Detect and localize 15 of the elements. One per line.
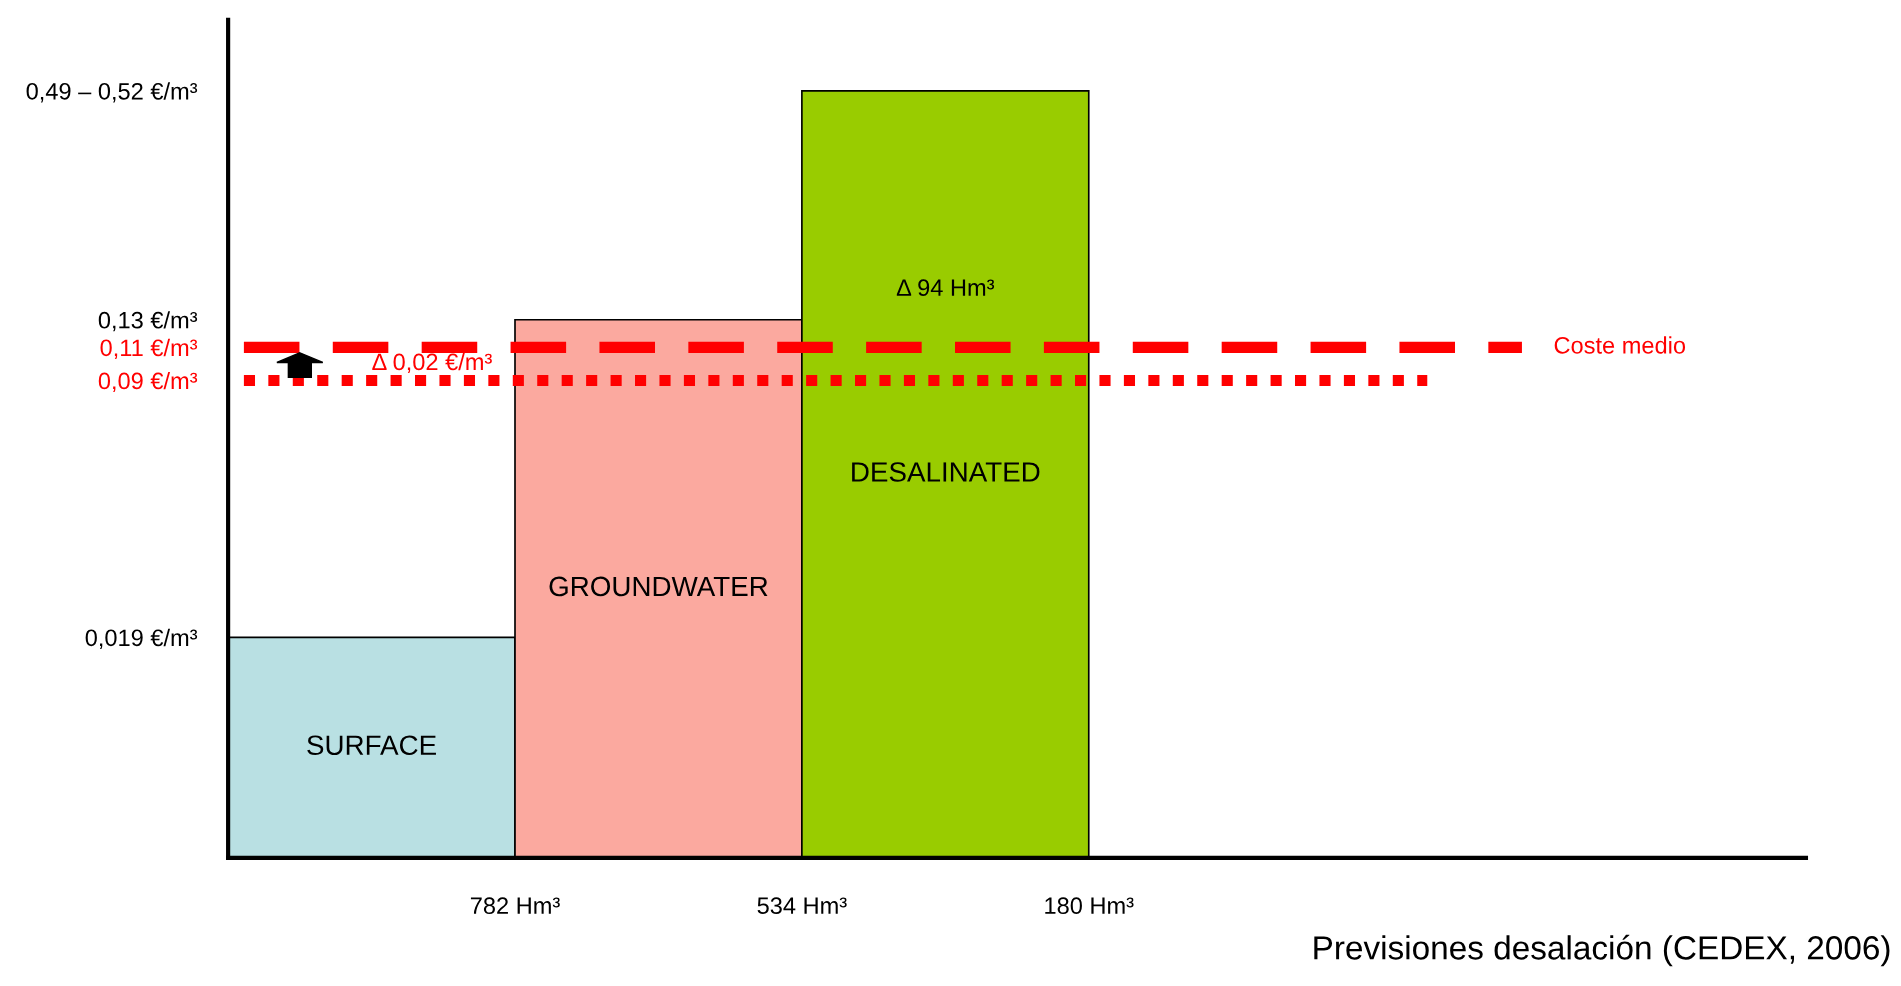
text: 782 Hm³: [470, 897, 560, 915]
annotation: Δ 0,02 €/m³: [372, 352, 492, 374]
text: 534 Hm³: [757, 897, 847, 915]
ref-line-label: Coste medio: [1554, 336, 1686, 354]
y-tick-label: 0,019 €/m³: [85, 628, 198, 649]
annotation: Δ 94 Hm³: [896, 279, 995, 297]
text: 180 Hm³: [1045, 897, 1134, 915]
x-tick-label: DESALINATED: [852, 462, 1040, 482]
y-tick-label: 0,13 €/m³: [98, 311, 198, 332]
x-tick-label: GROUNDWATER: [549, 576, 768, 597]
y-tick-label: 0,11 €/m³: [100, 338, 198, 359]
y-tick-label: 0,09 €/m³: [98, 371, 198, 393]
text: Previsiones desalación (CEDEX, 2006): [1314, 934, 1890, 967]
x-tick-label: SURFACE: [307, 735, 436, 756]
y-tick-label: 0,49 – 0,52 €/m³: [26, 82, 198, 103]
